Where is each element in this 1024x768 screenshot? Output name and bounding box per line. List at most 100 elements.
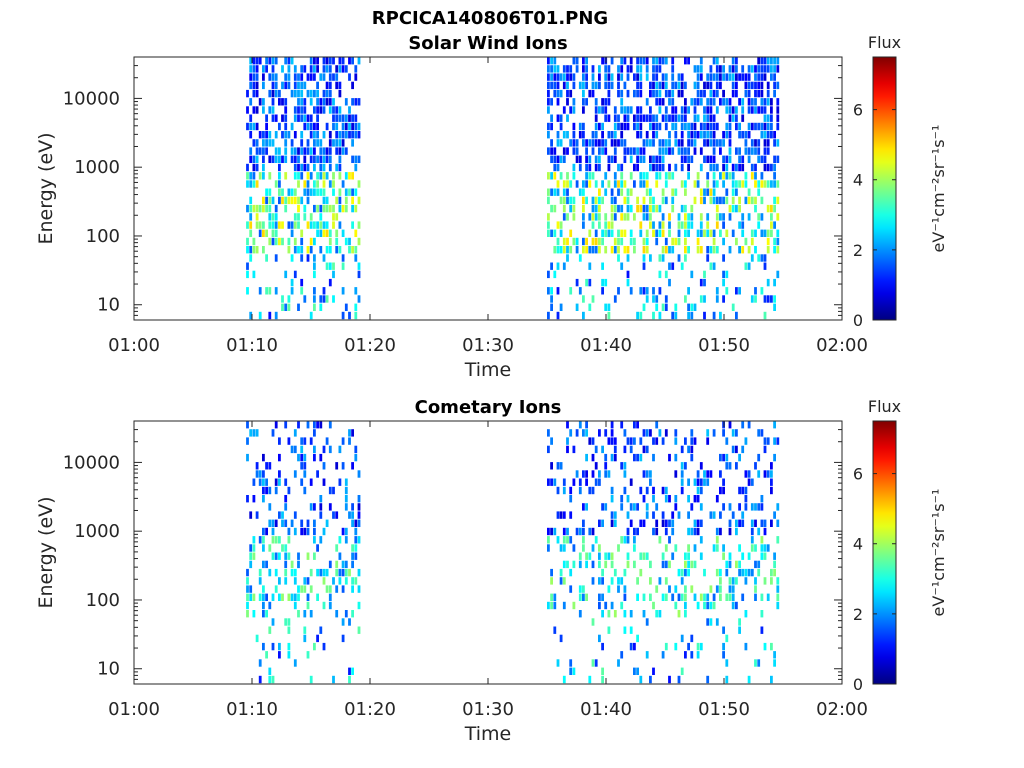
spectrogram-cell xyxy=(633,73,636,81)
spectrogram-cell xyxy=(569,495,573,503)
spectrogram-cell xyxy=(246,437,249,445)
spectrogram-cell xyxy=(566,527,569,536)
spectrogram-cell xyxy=(696,486,700,495)
spectrogram-cell xyxy=(639,172,643,180)
spectrogram-cell xyxy=(633,147,636,155)
spectrogram-cell xyxy=(668,495,671,503)
spectrogram-cell xyxy=(754,180,757,188)
spectrogram-cell xyxy=(588,139,592,147)
spectrogram-cell xyxy=(335,585,339,593)
spectrogram-cell xyxy=(284,114,288,122)
spectrogram-cell xyxy=(578,478,582,486)
spectrogram-cell xyxy=(623,57,627,65)
spectrogram-cell xyxy=(645,503,649,511)
spectrogram-cell xyxy=(578,188,582,196)
spectrogram-cell xyxy=(725,155,729,163)
spectrogram-cell xyxy=(735,462,738,470)
spectrogram-cell xyxy=(357,585,361,593)
spectrogram-cell xyxy=(591,147,595,155)
spectrogram-cell xyxy=(754,585,757,593)
spectrogram-cell xyxy=(725,675,729,684)
spectrogram-cell xyxy=(328,585,332,593)
spectrogram-cell xyxy=(300,254,304,262)
spectrogram-cell xyxy=(741,593,745,601)
spectrogram-cell xyxy=(265,527,268,536)
spectrogram-cell xyxy=(607,180,611,188)
spectrogram-cell xyxy=(559,568,563,577)
spectrogram-cell xyxy=(281,295,284,303)
spectrogram-cell xyxy=(652,89,655,98)
spectrogram-cell xyxy=(601,610,604,618)
spectrogram-cell xyxy=(344,527,348,536)
spectrogram-cell xyxy=(754,204,757,213)
spectrogram-cell xyxy=(766,139,770,147)
spectrogram-cell xyxy=(293,81,297,90)
spectrogram-cell xyxy=(757,213,761,221)
spectrogram-cell xyxy=(610,57,614,65)
spectrogram-cell xyxy=(306,196,310,205)
spectrogram-cell xyxy=(766,295,770,303)
spectrogram-cell xyxy=(322,527,326,536)
spectrogram-cell xyxy=(687,552,690,560)
spectrogram-cell xyxy=(332,295,335,303)
spectrogram-cell xyxy=(712,122,716,131)
spectrogram-cell xyxy=(639,311,643,320)
spectrogram-cell xyxy=(262,536,265,544)
spectrogram-cell xyxy=(661,486,665,495)
spectrogram-cell xyxy=(623,114,627,122)
spectrogram-cell xyxy=(268,131,272,139)
spectrogram-cell xyxy=(335,196,339,205)
spectrogram-cell xyxy=(357,495,361,503)
spectrogram-cell xyxy=(706,122,710,131)
spectrogram-cell xyxy=(258,172,262,180)
spectrogram-cell xyxy=(252,536,256,544)
spectrogram-cell xyxy=(738,73,741,81)
spectrogram-cell xyxy=(582,429,585,437)
spectrogram-cell xyxy=(591,486,595,495)
spectrogram-cell xyxy=(728,114,732,122)
spectrogram-cell xyxy=(582,122,585,131)
spectrogram-cell xyxy=(293,147,297,155)
spectrogram-cell xyxy=(598,560,601,569)
spectrogram-cell xyxy=(661,163,665,172)
spectrogram-cell xyxy=(607,131,611,139)
spectrogram-cell xyxy=(677,89,681,98)
spectrogram-cell xyxy=(274,568,278,577)
spectrogram-cell xyxy=(293,155,297,163)
spectrogram-cell xyxy=(645,295,649,303)
spectrogram-cell xyxy=(325,65,329,73)
x-axis-label: Time xyxy=(464,359,512,381)
spectrogram-cell xyxy=(677,675,681,684)
spectrogram-cell xyxy=(252,73,256,81)
spectrogram-cell xyxy=(607,470,611,478)
spectrogram-cell xyxy=(553,204,557,213)
spectrogram-cell xyxy=(297,204,300,213)
spectrogram-cell xyxy=(344,577,348,585)
spectrogram-cell xyxy=(585,478,588,486)
spectrogram-cell xyxy=(572,601,576,610)
spectrogram-cell xyxy=(319,246,323,254)
spectrogram-cell xyxy=(278,577,281,585)
spectrogram-cell xyxy=(719,568,722,577)
spectrogram-cell xyxy=(332,106,335,114)
spectrogram-cell xyxy=(735,188,738,196)
spectrogram-cell xyxy=(562,262,566,270)
spectrogram-cell xyxy=(735,577,738,585)
spectrogram-cell xyxy=(744,139,748,147)
spectrogram-cell xyxy=(249,131,253,139)
spectrogram-cell xyxy=(274,131,278,139)
spectrogram-cell xyxy=(699,98,703,106)
spectrogram-cell xyxy=(684,106,687,114)
spectrogram-cell xyxy=(722,237,725,246)
spectrogram-cell xyxy=(585,180,588,188)
spectrogram-cell xyxy=(268,667,272,675)
spectrogram-cell xyxy=(626,213,630,221)
spectrogram-cell xyxy=(712,139,716,147)
spectrogram-cell xyxy=(604,601,608,610)
x-tick-label: 01:10 xyxy=(226,335,278,356)
spectrogram-cell xyxy=(703,81,706,90)
spectrogram-cell xyxy=(594,122,598,131)
spectrogram-cell xyxy=(585,453,588,462)
spectrogram-cell xyxy=(754,81,757,90)
spectrogram-cell xyxy=(309,585,313,593)
